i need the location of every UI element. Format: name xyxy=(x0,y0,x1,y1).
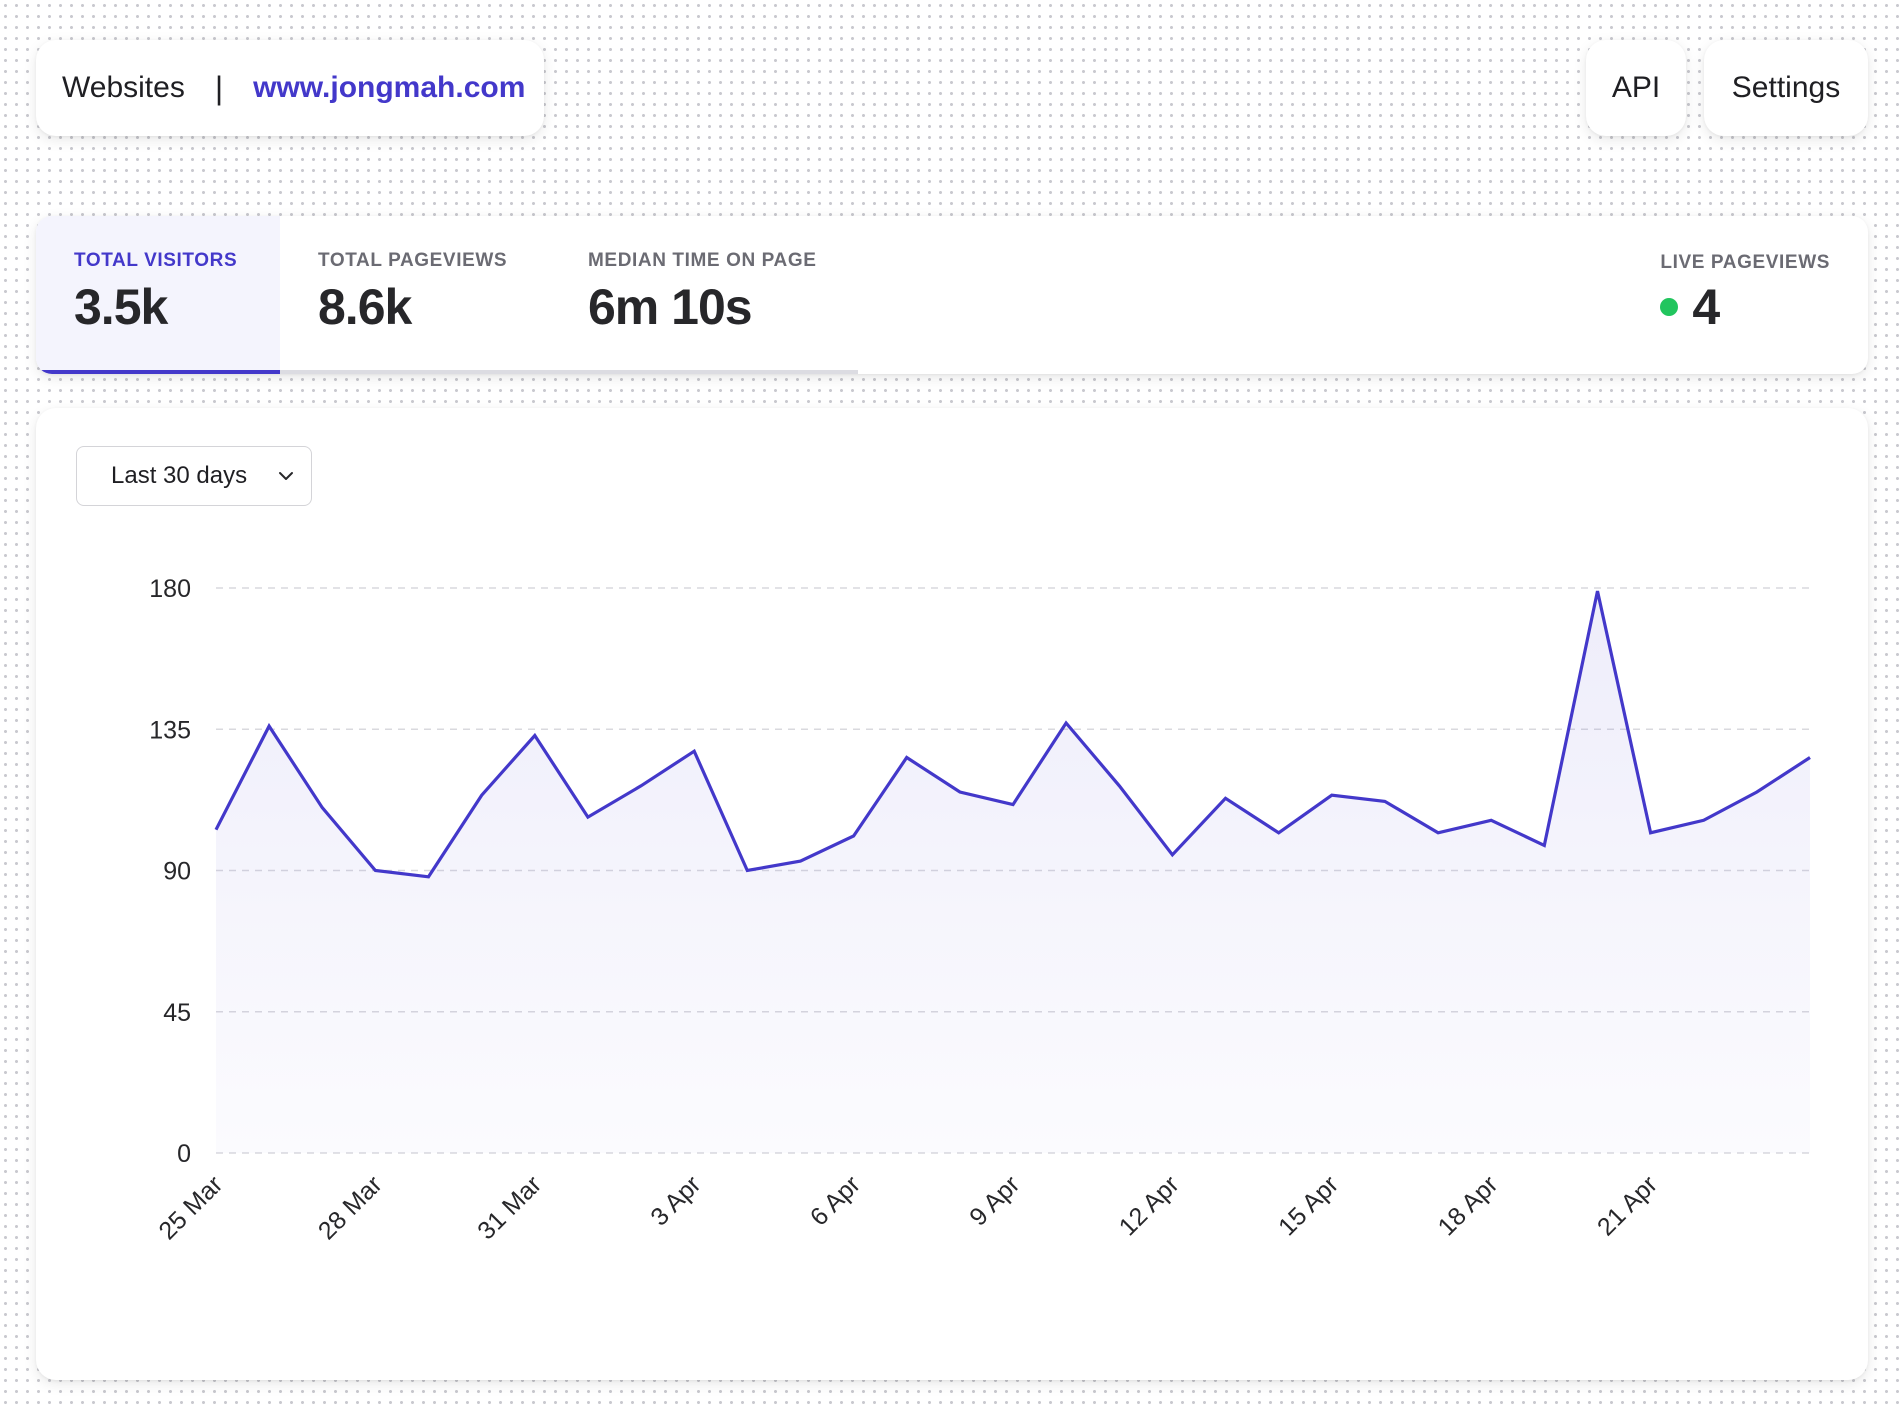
data-point[interactable] xyxy=(1058,715,1074,731)
data-point[interactable] xyxy=(314,800,330,816)
data-point[interactable] xyxy=(1749,784,1765,800)
data-point[interactable] xyxy=(1696,812,1712,828)
stat-label: TOTAL PAGEVIEWS xyxy=(318,250,508,271)
stat-value: 6m 10s xyxy=(588,279,753,335)
x-tick-label: 31 Mar xyxy=(472,1170,547,1245)
data-point[interactable] xyxy=(1377,793,1393,809)
data-point[interactable] xyxy=(1005,797,1021,813)
stat-label: TOTAL VISITORS xyxy=(74,250,238,271)
stat-value: 3.5k xyxy=(74,279,168,335)
x-tick-label: 21 Apr xyxy=(1592,1170,1663,1241)
data-point[interactable] xyxy=(846,828,862,844)
data-point[interactable] xyxy=(1324,787,1340,803)
live-pageviews-label: LIVE PAGEVIEWS xyxy=(1660,252,1830,273)
data-point[interactable] xyxy=(421,869,437,885)
chart-card: 0 45 90 135 180 25 Mar 28 Mar 31 Mar 3 Apr 6 Apr 9… xyxy=(36,408,1868,1380)
data-point[interactable] xyxy=(1111,778,1127,794)
data-point[interactable] xyxy=(1802,750,1818,766)
data-point[interactable] xyxy=(367,863,383,879)
y-tick-label: 135 xyxy=(149,716,191,744)
data-point[interactable] xyxy=(1483,812,1499,828)
live-indicator-dot xyxy=(1660,298,1679,316)
series-area xyxy=(216,591,1810,1153)
date-range-value: Last 30 days xyxy=(111,462,248,489)
data-point[interactable] xyxy=(739,863,755,879)
data-point[interactable] xyxy=(952,784,968,800)
api-button[interactable]: API xyxy=(1586,40,1686,136)
tab-total-visitors[interactable]: TOTAL VISITORS 3.5k xyxy=(36,216,280,374)
stat-value: 8.6k xyxy=(318,279,412,335)
x-tick-label: 6 Apr xyxy=(805,1170,866,1231)
y-tick-label: 90 xyxy=(163,858,191,886)
data-point[interactable] xyxy=(261,718,277,734)
live-pageviews-value: 4 xyxy=(1692,279,1721,335)
breadcrumb-separator: | xyxy=(214,69,224,106)
stat-label: MEDIAN TIME ON PAGE xyxy=(588,250,817,271)
data-point[interactable] xyxy=(1536,837,1552,853)
live-pageviews: LIVE PAGEVIEWS 4 xyxy=(1660,252,1830,332)
series-line xyxy=(214,590,1811,879)
data-point[interactable] xyxy=(1271,825,1287,841)
data-point[interactable] xyxy=(1589,583,1605,599)
data-point[interactable] xyxy=(208,822,224,838)
x-tick-label: 15 Apr xyxy=(1273,1170,1344,1241)
breadcrumb: Websites | www.jongmah.com xyxy=(36,40,544,136)
data-point[interactable] xyxy=(1164,847,1180,863)
data-point[interactable] xyxy=(899,750,915,766)
data-point[interactable] xyxy=(580,809,596,825)
date-range-select[interactable]: Last 30 days xyxy=(76,446,312,506)
y-tick-label: 45 xyxy=(163,999,191,1027)
y-tick-label: 180 xyxy=(149,575,191,603)
data-point[interactable] xyxy=(686,743,702,759)
data-point[interactable] xyxy=(792,853,808,869)
data-point[interactable] xyxy=(527,728,543,744)
settings-button[interactable]: Settings xyxy=(1704,40,1868,136)
data-point[interactable] xyxy=(633,778,649,794)
data-point[interactable] xyxy=(474,787,490,803)
stats-panel: TOTAL VISITORS 3.5k TOTAL PAGEVIEWS 8.6k… xyxy=(36,216,1868,374)
x-tick-label: 3 Apr xyxy=(645,1170,706,1231)
tab-total-pageviews[interactable]: TOTAL PAGEVIEWS 8.6k xyxy=(280,216,550,374)
y-tick-label: 0 xyxy=(177,1140,191,1168)
data-point[interactable] xyxy=(1218,790,1234,806)
visitors-chart: 0 45 90 135 180 25 Mar 28 Mar 31 Mar 3 Apr 6 Apr 9… xyxy=(149,575,1818,1245)
x-tick-label: 18 Apr xyxy=(1433,1170,1504,1241)
x-tick-label: 9 Apr xyxy=(964,1170,1025,1231)
data-point[interactable] xyxy=(1430,825,1446,841)
site-domain-link[interactable]: www.jongmah.com xyxy=(253,71,526,104)
tab-median-time-on-page[interactable]: MEDIAN TIME ON PAGE 6m 10s xyxy=(550,216,858,374)
data-point[interactable] xyxy=(1643,825,1659,841)
websites-link[interactable]: Websites xyxy=(62,71,185,104)
x-tick-label: 12 Apr xyxy=(1114,1170,1185,1241)
x-tick-label: 25 Mar xyxy=(153,1170,228,1245)
chevron-down-icon xyxy=(279,472,293,480)
x-tick-label: 28 Mar xyxy=(313,1170,388,1245)
